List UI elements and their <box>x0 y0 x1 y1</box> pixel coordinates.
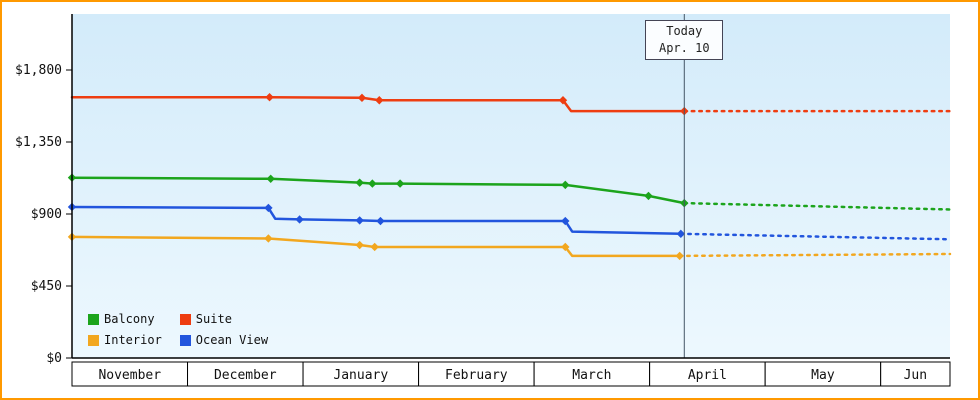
legend-label-suite: Suite <box>195 312 232 326</box>
series-suite <box>70 93 952 116</box>
y-tick-label: $450 <box>31 279 62 294</box>
interior-data-point-marker <box>370 242 379 252</box>
today-date: Apr. 10 <box>658 41 710 55</box>
balcony-solid-line <box>70 176 686 205</box>
suite-data-point-marker <box>375 96 384 105</box>
legend-label-balcony: Balcony <box>104 312 155 326</box>
interior-data-point-marker <box>675 251 684 261</box>
suite-data-point-marker <box>558 96 568 105</box>
month-cell <box>880 361 951 387</box>
interior-swatch-icon <box>88 334 99 346</box>
interior-data-point-marker <box>264 234 273 243</box>
month-label: Jun <box>904 368 927 383</box>
balcony-data-point-marker <box>355 178 364 187</box>
plot-background <box>72 14 950 358</box>
ocean-view-forecast-dotted-line <box>679 232 952 241</box>
month-cell <box>187 361 304 387</box>
ocean-view-swatch-icon <box>179 334 191 346</box>
legend-label-interior: Interior <box>104 333 162 347</box>
month-label: April <box>688 368 727 383</box>
month-label: November <box>98 368 161 383</box>
month-label: February <box>445 368 508 383</box>
balcony-swatch-icon <box>88 313 99 325</box>
y-tick-label: $1,800 <box>15 63 62 78</box>
balcony-data-point-marker <box>395 179 405 188</box>
ocean-view-data-point-marker <box>295 215 304 224</box>
legend-item-balcony: Balcony <box>88 312 162 326</box>
balcony-data-point-marker <box>266 174 275 183</box>
interior-data-point-marker <box>355 240 364 250</box>
ocean-view-data-point-marker <box>376 216 385 226</box>
balcony-data-point-marker <box>561 180 570 190</box>
interior-data-point-marker <box>561 242 570 252</box>
month-label: March <box>572 368 611 383</box>
month-label: December <box>214 368 277 383</box>
ocean-view-data-point-marker <box>676 229 686 239</box>
y-tick-label: $0 <box>46 351 62 366</box>
today-annotation-box: Today Apr. 10 <box>645 20 724 60</box>
suite-data-point-marker <box>265 93 274 102</box>
month-label: January <box>333 368 388 383</box>
month-cell <box>533 361 651 387</box>
legend-label-ocean-view: Ocean View <box>195 333 269 347</box>
series-interior <box>67 232 952 261</box>
legend-item-interior: Interior <box>88 333 162 347</box>
legend-item-suite: Suite <box>179 312 268 326</box>
month-label: May <box>811 368 835 383</box>
legend-item-ocean-view: Ocean View <box>179 333 269 347</box>
balcony-data-point-marker <box>644 191 653 201</box>
balcony-forecast-dotted-line <box>683 201 952 211</box>
balcony-data-point-marker <box>368 179 377 188</box>
y-tick-label: $900 <box>31 207 62 222</box>
month-cell <box>302 361 420 387</box>
ocean-view-data-point-marker <box>561 216 570 226</box>
suite-data-point-marker <box>357 93 367 103</box>
ocean-view-data-point-marker <box>264 203 273 213</box>
month-cell <box>71 361 189 387</box>
series-balcony <box>67 173 952 211</box>
interior-forecast-dotted-line <box>678 252 952 258</box>
y-tick-label: $1,350 <box>15 135 62 150</box>
chart-legend: Balcony Suite Interior Ocean View <box>88 312 268 347</box>
month-cell <box>764 361 882 387</box>
ocean-view-data-point-marker <box>355 216 364 225</box>
today-label: Today <box>666 23 703 38</box>
suite-swatch-icon <box>179 313 191 325</box>
